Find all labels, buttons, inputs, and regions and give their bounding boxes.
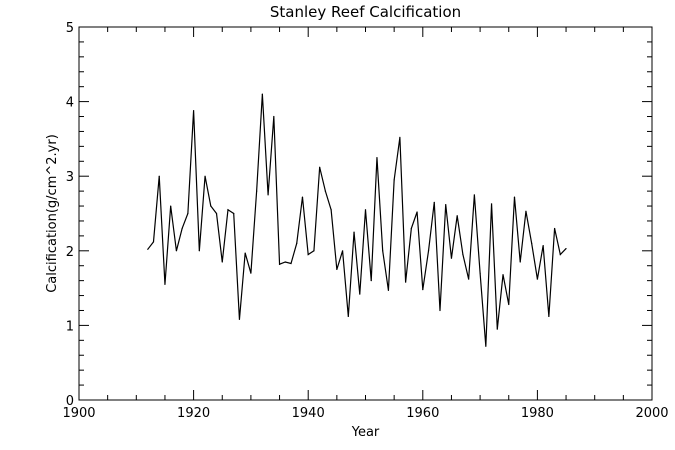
data-point — [290, 262, 292, 265]
data-point — [513, 196, 516, 198]
data-point — [215, 212, 218, 215]
data-point — [353, 231, 355, 233]
data-point — [210, 205, 212, 207]
data-point — [502, 274, 504, 276]
data-point — [250, 272, 252, 274]
y-tick-label: 3 — [66, 170, 74, 185]
x-axis-label: Year — [351, 425, 380, 440]
data-point — [422, 288, 424, 291]
data-point — [261, 93, 263, 95]
data-point — [152, 241, 155, 243]
y-tick-label: 4 — [66, 96, 74, 111]
data-point — [445, 203, 447, 206]
x-tick-label: 1920 — [177, 406, 210, 421]
data-point — [485, 345, 487, 347]
data-point — [405, 281, 407, 283]
data-point — [198, 250, 200, 252]
data-point — [278, 263, 281, 265]
x-tick-label: 1960 — [406, 406, 439, 421]
data-point — [536, 278, 539, 280]
data-point — [553, 227, 556, 230]
data-point — [284, 261, 286, 263]
y-tick-label: 1 — [66, 319, 74, 334]
data-point — [204, 175, 206, 177]
data-point — [347, 315, 349, 318]
data-point — [399, 136, 401, 139]
data-point — [376, 156, 378, 159]
data-point — [387, 289, 390, 291]
data-point — [525, 210, 527, 212]
data-point — [542, 244, 544, 247]
data-point — [181, 227, 183, 230]
data-point — [410, 227, 412, 230]
data-point — [496, 328, 498, 330]
data-point — [473, 194, 475, 196]
data-point — [462, 253, 464, 256]
data-point — [193, 109, 195, 112]
data-point — [439, 309, 441, 312]
x-axis: 1900 1920 1940 1960 1980 2000 — [62, 27, 669, 421]
data-point — [479, 272, 481, 274]
data-point — [244, 252, 246, 254]
data-point — [565, 247, 567, 250]
data-point — [490, 203, 493, 205]
data-point — [170, 205, 172, 207]
data-point — [531, 242, 533, 244]
data-point — [301, 196, 304, 198]
data-point — [364, 209, 367, 211]
data-point — [336, 268, 338, 271]
data-point — [296, 242, 298, 244]
data-point — [341, 250, 344, 252]
data-point — [330, 209, 332, 211]
data-point — [450, 257, 453, 259]
data-point — [416, 211, 418, 213]
data-point — [319, 166, 321, 168]
data-point — [548, 315, 550, 318]
data-point — [519, 261, 521, 263]
data-point — [158, 175, 160, 177]
y-axis: 0 1 2 3 4 5 — [66, 21, 652, 409]
y-tick-label: 2 — [66, 245, 74, 260]
data-point — [508, 303, 510, 306]
data-point — [267, 194, 269, 196]
data-point — [456, 215, 458, 217]
x-tick-label: 1900 — [62, 406, 95, 421]
data-point — [164, 283, 166, 285]
data-point — [256, 190, 258, 192]
data-point — [221, 261, 223, 263]
data-point — [468, 278, 470, 280]
data-point — [273, 115, 275, 118]
chart-title: Stanley Reef Calcification — [270, 3, 461, 21]
data-point — [307, 253, 309, 256]
data-point — [433, 201, 435, 203]
data-point — [559, 253, 561, 256]
x-tick-label: 1940 — [292, 406, 325, 421]
series-line — [147, 94, 567, 347]
x-tick-label: 2000 — [635, 406, 668, 421]
data-point — [238, 318, 241, 321]
data-point — [427, 250, 430, 252]
series-layer — [147, 93, 567, 347]
data-point — [359, 293, 361, 295]
data-point — [187, 212, 189, 215]
y-axis-label: Calcification(g/cm^2.yr) — [45, 134, 60, 293]
data-point — [324, 190, 326, 192]
data-point — [227, 209, 229, 211]
data-point — [370, 280, 372, 282]
data-point — [147, 248, 149, 250]
y-tick-label: 5 — [66, 21, 74, 36]
data-point — [233, 212, 235, 215]
data-point — [382, 250, 384, 252]
data-point — [175, 250, 178, 252]
x-tick-label: 1980 — [521, 406, 554, 421]
data-point — [313, 250, 315, 252]
y-tick-label: 0 — [66, 394, 74, 409]
data-point — [393, 179, 395, 181]
